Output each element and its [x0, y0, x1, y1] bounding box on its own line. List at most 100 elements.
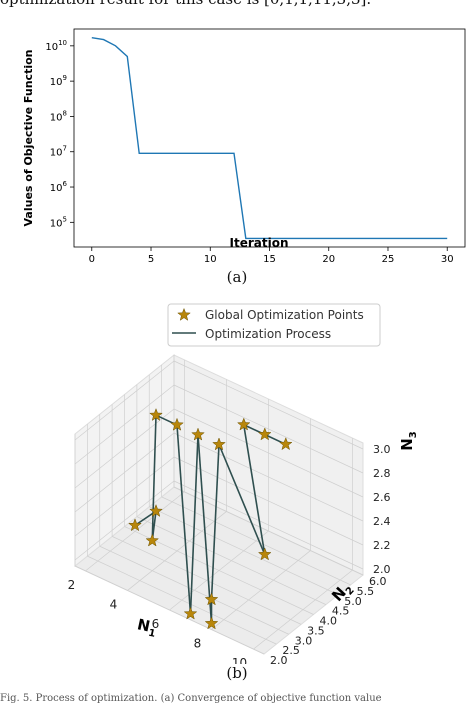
optimization-point: [128, 518, 142, 532]
path-segment: [176, 424, 192, 614]
series-line: [91, 37, 448, 240]
optimization-point: [191, 427, 205, 441]
grid-line: [74, 384, 175, 465]
plot-frame: [73, 28, 466, 248]
optimization-point: [257, 427, 272, 441]
z-axis-label: N3: [398, 431, 419, 451]
z-tick-label: 2.4: [373, 515, 391, 528]
grid-line: [74, 360, 175, 441]
grid-line: [124, 526, 314, 615]
x-tick-label: 10: [232, 656, 247, 664]
path-segment: [197, 434, 213, 624]
legend-frame: [167, 303, 381, 347]
z-tick-label: 2.8: [373, 467, 391, 480]
y-tick-label: 109: [50, 74, 67, 88]
caption-b: (b): [226, 664, 248, 682]
legend-label-process: Optimization Process: [205, 327, 331, 341]
axis-panes: [74, 353, 364, 655]
legend-star-icon: [177, 307, 191, 321]
x-tick-label: 20: [322, 254, 335, 265]
grid-line: [136, 516, 327, 605]
optimization-point: [149, 407, 163, 421]
optimization-point: [257, 547, 272, 561]
grid-lines: [74, 355, 364, 655]
z-tick-label: 3.0: [373, 443, 391, 456]
grid-line: [87, 555, 277, 645]
x-tick-label: 5: [148, 254, 154, 265]
grid-line: [161, 496, 351, 586]
z-tick-label: 2.0: [373, 563, 391, 576]
x-tick-label: 2: [68, 578, 76, 592]
optimization-point: [183, 606, 198, 620]
caption-a: (a): [226, 268, 248, 286]
path-segment: [210, 444, 220, 600]
grid-line: [74, 456, 175, 537]
path-segment: [218, 444, 266, 555]
convergence-line-chart: 105 106 107 108 109 1010 0 5 10 15 20 25 30 Values …: [22, 28, 466, 265]
legend-label-points: Global Optimization Points: [205, 308, 364, 322]
x-tick-label: 4: [110, 597, 118, 611]
y-axis-ticks: 105 106 107 108 109 1010: [45, 39, 74, 229]
grid-line: [173, 486, 364, 576]
x-tick-label: 15: [263, 254, 276, 265]
x-axis-label: N1: [135, 615, 159, 640]
y-tick-label: 4.5: [332, 605, 350, 618]
y-tick-label: 5.0: [344, 595, 362, 608]
x-axis-ticks: 0 5 10 15 20 25 30: [89, 247, 454, 265]
y-tick-label: 3.5: [307, 624, 325, 637]
optimization-point: [204, 592, 219, 606]
x-tick-label: 0: [89, 254, 95, 265]
legend: Global Optimization Points Optimization …: [167, 303, 381, 347]
grid-line: [111, 536, 302, 625]
y-tick-label: 105: [50, 215, 67, 229]
x-tick-label: 25: [382, 254, 395, 265]
grid-line: [173, 360, 364, 450]
optimization-path: [134, 414, 287, 624]
x-axis-label: Iteration: [230, 236, 289, 250]
path-segment: [242, 424, 266, 555]
footer-text: Fig. 5. Process of optimization. (a) Con…: [0, 693, 382, 704]
x-tick-label: 8: [194, 637, 202, 651]
grid-line: [74, 408, 175, 489]
grid-line: [173, 408, 364, 498]
grid-line: [173, 432, 364, 522]
optimization-point: [278, 437, 293, 451]
y-tick-label: 5.5: [357, 585, 375, 598]
y-tick-label: 1010: [45, 39, 67, 53]
x-tick-label: 10: [204, 254, 217, 265]
y-tick-label: 108: [50, 109, 67, 123]
grid-line: [173, 480, 364, 570]
grid-line: [149, 506, 339, 596]
z-tick-label: 2.6: [373, 491, 391, 504]
y-tick-label: 3.0: [295, 634, 313, 647]
grid-line: [74, 480, 175, 561]
grid-line: [173, 384, 364, 474]
x-tick-label: 30: [441, 254, 454, 265]
y-tick-label: 107: [50, 145, 67, 159]
optimization-point: [145, 533, 160, 547]
optimization-point: [204, 616, 219, 630]
y-tick-label: 4.0: [320, 615, 338, 628]
optimization-point: [149, 503, 163, 517]
y-tick-label: 106: [50, 180, 68, 194]
z-tick-label: 2.2: [373, 539, 391, 552]
path-segment: [189, 434, 199, 614]
grid-line: [74, 432, 175, 513]
header-text: optimization result for this case is [0,…: [0, 0, 474, 16]
legend-star-marker: [177, 307, 191, 321]
optimization-point: [236, 417, 251, 431]
grid-line: [99, 545, 289, 635]
y-tick-label: 2.0: [270, 654, 288, 664]
y-tick-label: 6.0: [369, 575, 387, 588]
grid-line: [74, 565, 265, 655]
grid-line: [173, 456, 364, 546]
optimization-point: [170, 417, 184, 431]
optimization-points: [128, 407, 293, 630]
optimization-point: [212, 437, 226, 451]
y-axis-label: Values of Objective Function: [22, 50, 35, 227]
path-segment: [151, 415, 157, 541]
x-tick-label: 6: [152, 617, 160, 631]
y-tick-label: 2.5: [282, 644, 300, 657]
